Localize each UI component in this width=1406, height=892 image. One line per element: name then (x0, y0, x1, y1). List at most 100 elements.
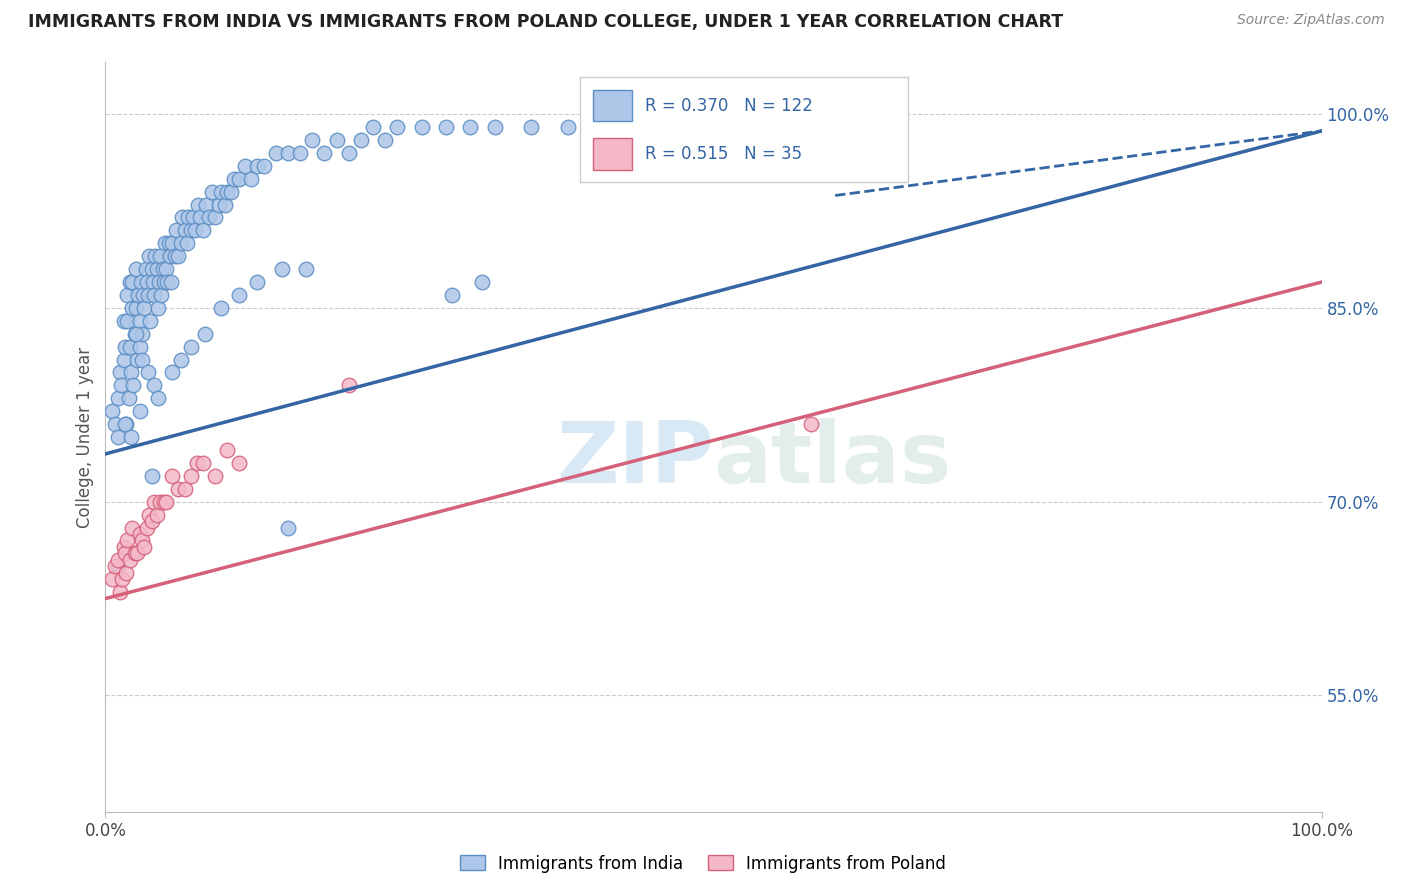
Point (115, 417, 138, 432)
Point (605, 120, 627, 134)
Point (228, 456, 250, 470)
Point (152, 262, 174, 277)
Point (180, 340, 202, 354)
Point (163, 249, 186, 263)
Point (125, 352, 148, 367)
Point (177, 211, 200, 225)
Point (134, 301, 156, 315)
Point (131, 326, 153, 341)
Point (117, 392, 139, 406)
Point (108, 585, 131, 599)
Point (361, 120, 384, 134)
Point (125, 546, 148, 560)
Point (173, 482, 195, 496)
Point (135, 275, 157, 289)
Point (195, 197, 218, 211)
Legend: Immigrants from India, Immigrants from Poland: Immigrants from India, Immigrants from P… (453, 848, 953, 880)
Point (301, 133, 323, 147)
Point (170, 236, 193, 251)
Point (136, 288, 159, 302)
Text: atlas: atlas (713, 418, 952, 501)
Point (201, 185, 224, 199)
Point (127, 288, 149, 302)
Point (217, 442, 239, 457)
Point (157, 236, 180, 251)
Point (114, 546, 136, 560)
Point (162, 468, 184, 483)
Point (104, 559, 127, 574)
Point (146, 392, 169, 406)
Point (139, 314, 162, 328)
Point (112, 314, 135, 328)
Point (337, 145, 360, 160)
Point (129, 275, 152, 289)
Point (191, 223, 214, 237)
Point (763, 120, 786, 134)
Point (138, 249, 160, 263)
Point (124, 546, 146, 560)
Point (156, 275, 179, 289)
Point (170, 211, 193, 225)
Point (118, 340, 141, 354)
Point (441, 288, 464, 302)
Point (314, 145, 336, 160)
Point (181, 211, 204, 225)
Point (350, 133, 373, 147)
Point (107, 559, 129, 574)
Point (204, 468, 226, 483)
Point (149, 494, 172, 508)
Point (374, 133, 396, 147)
Point (125, 301, 148, 315)
Point (114, 417, 136, 432)
Point (117, 533, 139, 548)
Point (337, 378, 360, 392)
Point (207, 197, 229, 211)
Point (654, 120, 676, 134)
Point (108, 366, 131, 380)
Point (107, 553, 129, 567)
Point (252, 159, 274, 173)
Point (143, 494, 166, 508)
Point (141, 468, 163, 483)
Point (128, 527, 150, 541)
Point (142, 275, 165, 289)
Point (194, 326, 217, 341)
Point (240, 171, 263, 186)
Point (112, 540, 135, 554)
Point (117, 314, 139, 328)
Point (100, 404, 122, 418)
Point (186, 456, 208, 470)
Point (860, 120, 883, 134)
Point (112, 352, 135, 367)
Point (146, 301, 169, 315)
Point (270, 262, 292, 277)
Point (387, 120, 409, 134)
Point (132, 288, 155, 302)
Point (187, 197, 209, 211)
Point (264, 145, 287, 160)
Point (122, 378, 145, 392)
Text: ZIP: ZIP (555, 418, 713, 501)
Point (128, 340, 150, 354)
Point (165, 223, 187, 237)
Point (143, 288, 166, 302)
Point (100, 572, 122, 586)
Point (125, 326, 148, 341)
Point (145, 262, 167, 277)
Point (458, 120, 481, 134)
Point (135, 262, 157, 277)
Point (191, 456, 214, 470)
Point (136, 366, 159, 380)
Point (134, 540, 156, 554)
Point (121, 520, 143, 534)
Point (121, 301, 143, 315)
Point (145, 508, 167, 522)
Point (149, 249, 172, 263)
Point (120, 430, 142, 444)
Point (800, 417, 823, 432)
Point (125, 262, 148, 277)
Point (167, 482, 190, 496)
Point (277, 520, 299, 534)
Point (173, 223, 195, 237)
Point (141, 514, 163, 528)
